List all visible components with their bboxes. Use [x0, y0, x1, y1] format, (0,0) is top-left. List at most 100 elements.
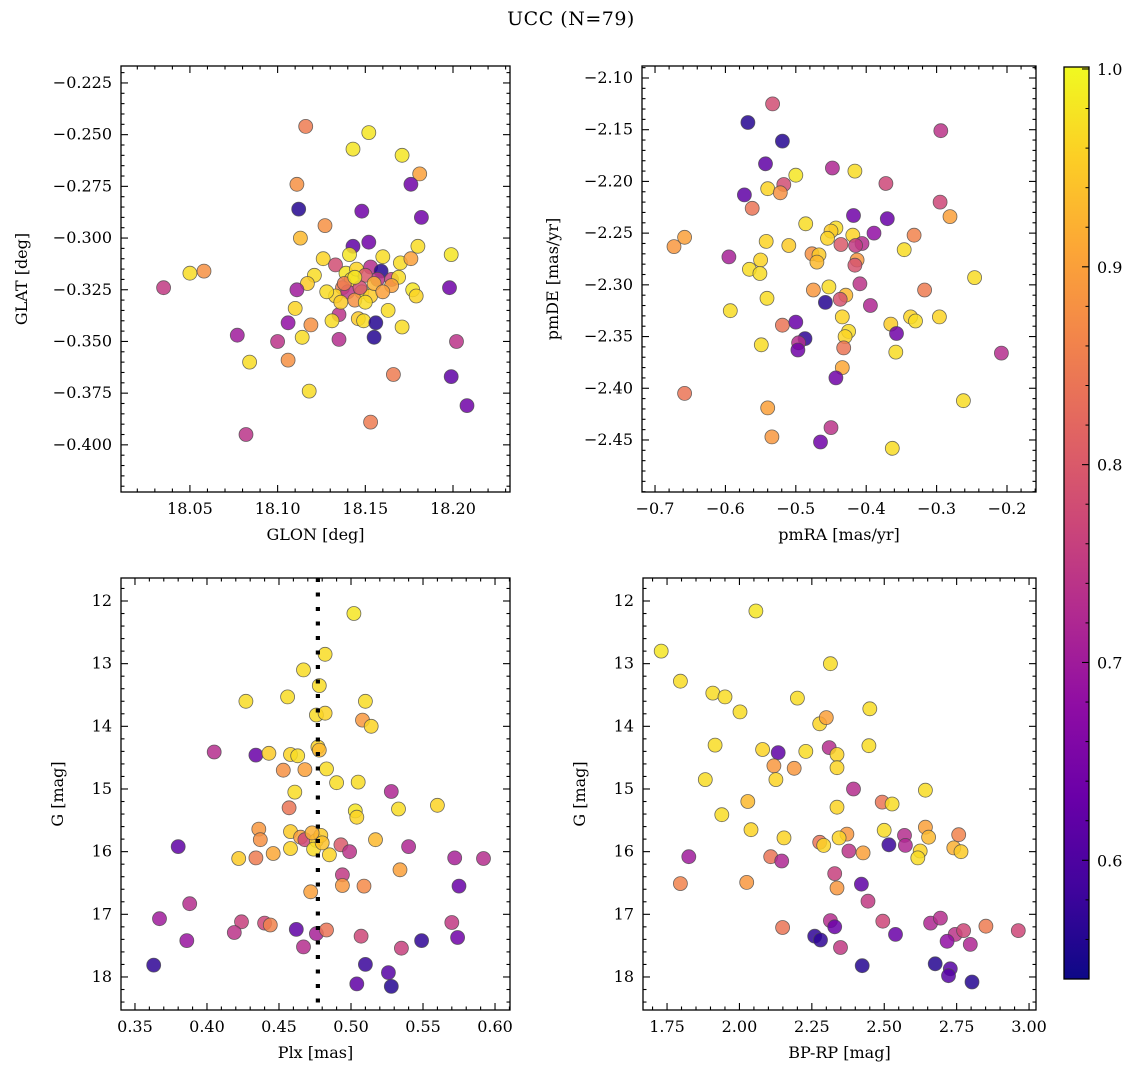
x-tick-label: 0.50	[333, 1017, 369, 1036]
scatter-point	[739, 875, 755, 890]
scatter-point	[770, 745, 786, 760]
scatter-point	[863, 298, 878, 313]
scatter-point	[391, 801, 406, 817]
y-tick-label: −0.325	[53, 280, 112, 299]
y-tick-label: 12	[614, 591, 634, 610]
scatter-point	[866, 225, 882, 241]
panel-pmra-pmde: −0.7 −0.6 −0.5 −0.4 −0.3 −0.2 −2.10 −2.15 −2.20 −…	[543, 65, 1037, 544]
scatter-point	[375, 284, 391, 300]
x-tick-label: −0.5	[776, 499, 815, 518]
scatter-point	[875, 913, 891, 929]
x-tick-label: 0.45	[261, 1017, 297, 1036]
scatter-point	[768, 772, 784, 787]
scatter-point	[825, 160, 840, 176]
scatter-point	[357, 294, 373, 310]
scatter-point	[681, 849, 697, 865]
scatter-points	[666, 96, 1009, 456]
y-tick-label: −0.400	[53, 435, 112, 454]
scatter-point	[740, 115, 756, 130]
scatter-point	[939, 933, 955, 949]
scatter-point	[324, 313, 340, 329]
scatter-point	[862, 701, 878, 717]
scatter-points	[146, 606, 491, 994]
scatter-point	[775, 920, 790, 935]
scatter-point	[357, 957, 373, 972]
scatter-point	[666, 239, 682, 255]
x-axis-label: GLON [deg]	[266, 525, 364, 544]
y-tick-label: 16	[92, 842, 112, 861]
scatter-point	[673, 876, 688, 891]
scatter-point	[908, 313, 923, 329]
scatter-point	[393, 940, 409, 956]
scatter-point	[707, 737, 723, 753]
scatter-point	[283, 841, 298, 856]
scatter-point	[280, 689, 296, 705]
scatter-point	[743, 822, 759, 838]
y-tick-label: 14	[92, 716, 112, 735]
scatter-point	[296, 939, 311, 955]
scatter-point	[368, 832, 383, 848]
scatter-point	[289, 282, 305, 298]
x-tick-label: −0.4	[847, 499, 886, 518]
scatter-point	[403, 251, 419, 267]
scatter-point	[813, 434, 828, 450]
scatter-point	[328, 257, 343, 273]
scatter-point	[345, 141, 361, 157]
scatter-point	[443, 369, 459, 385]
scatter-point	[356, 878, 372, 894]
scatter-point	[287, 784, 303, 800]
scatter-point	[380, 302, 396, 318]
scatter-point	[788, 314, 804, 330]
scatter-point	[349, 976, 365, 992]
x-tick-label: 1.75	[649, 1017, 685, 1036]
scatter-point	[818, 294, 833, 310]
scatter-point	[170, 839, 186, 854]
x-tick-label: 0.60	[477, 1017, 513, 1036]
scatter-point	[898, 838, 913, 853]
scatter-point	[292, 230, 308, 246]
y-tick-label: 16	[614, 842, 634, 861]
scatter-point	[301, 383, 317, 399]
y-axis-label: G [mag]	[570, 761, 589, 826]
scatter-point	[303, 884, 319, 900]
x-tick-label: 18.15	[342, 499, 388, 518]
x-tick-label: −0.7	[636, 499, 675, 518]
scatter-point	[951, 827, 967, 843]
scatter-point	[361, 234, 377, 250]
scatter-point	[829, 760, 845, 776]
scatter-point	[933, 123, 949, 139]
scatter-point	[953, 844, 969, 860]
colorbar-tick-label: 1.0	[1097, 60, 1122, 79]
scatter-point	[229, 327, 245, 343]
scatter-point	[238, 427, 254, 442]
scatter-point	[298, 119, 314, 134]
x-tick-label: 0.40	[189, 1017, 225, 1036]
scatter-point	[262, 917, 278, 933]
scatter-point	[444, 915, 460, 930]
scatter-point	[385, 367, 401, 382]
y-tick-label: −2.45	[584, 430, 633, 449]
scatter-point	[753, 337, 769, 353]
scatter-point	[403, 176, 419, 192]
scatter-point	[315, 251, 331, 267]
scatter-point	[368, 315, 384, 331]
scatter-point	[280, 352, 296, 368]
x-tick-label: 18.20	[430, 499, 476, 518]
scatter-point	[206, 744, 222, 760]
scatter-point	[231, 851, 247, 866]
scatter-point	[653, 643, 669, 659]
y-tick-label: 17	[92, 904, 112, 923]
scatter-point	[366, 329, 382, 345]
y-tick-label: −2.30	[584, 275, 633, 294]
scatter-point	[941, 968, 956, 984]
scatter-point	[156, 280, 172, 296]
scatter-point	[829, 880, 845, 896]
scatter-point	[329, 775, 345, 791]
scatter-point	[888, 927, 903, 942]
scatter-point	[765, 96, 780, 112]
scatter-point	[447, 850, 463, 866]
panel-glon-glat: 18.05 18.10 18.15 18.20 −0.225 −0.250 −0.275 −0…	[12, 65, 511, 544]
scatter-point	[383, 979, 399, 994]
scatter-point	[942, 209, 958, 225]
scatter-point	[242, 354, 258, 370]
